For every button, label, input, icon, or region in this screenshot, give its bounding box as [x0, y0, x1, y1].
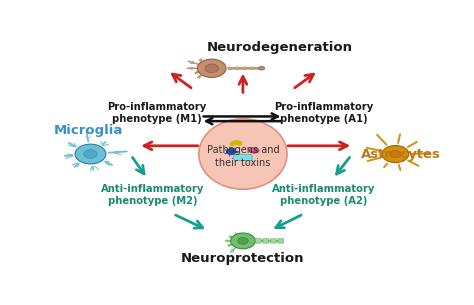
Ellipse shape [250, 148, 255, 152]
Circle shape [230, 233, 255, 249]
Ellipse shape [199, 119, 287, 189]
Text: Neurodegeneration: Neurodegeneration [207, 41, 353, 54]
Circle shape [235, 67, 239, 70]
Circle shape [75, 144, 106, 164]
Circle shape [205, 64, 219, 73]
FancyBboxPatch shape [263, 239, 269, 243]
Circle shape [259, 66, 264, 70]
Circle shape [228, 67, 232, 70]
Circle shape [237, 238, 248, 244]
Text: Pro-inflammatory
phenotype (A1): Pro-inflammatory phenotype (A1) [274, 102, 374, 124]
Circle shape [390, 150, 401, 158]
Circle shape [243, 67, 247, 70]
FancyBboxPatch shape [278, 239, 283, 243]
Ellipse shape [249, 148, 259, 153]
Text: Microglia: Microglia [54, 124, 123, 137]
Circle shape [84, 150, 97, 158]
Circle shape [197, 59, 226, 77]
FancyArrowPatch shape [232, 142, 240, 144]
Text: Pathogens and
their toxins: Pathogens and their toxins [207, 145, 279, 167]
Circle shape [227, 149, 236, 155]
FancyBboxPatch shape [255, 239, 261, 243]
Circle shape [382, 145, 409, 163]
Circle shape [257, 67, 262, 70]
FancyBboxPatch shape [271, 239, 276, 243]
Text: Astrocytes: Astrocytes [361, 148, 441, 160]
Text: Anti-inflammatory
phenotype (M2): Anti-inflammatory phenotype (M2) [101, 184, 205, 206]
FancyBboxPatch shape [234, 154, 252, 161]
Text: Neuroprotection: Neuroprotection [181, 252, 305, 265]
Circle shape [250, 67, 254, 70]
Text: Anti-inflammatory
phenotype (A2): Anti-inflammatory phenotype (A2) [272, 184, 375, 206]
Text: Pro-inflammatory
phenotype (M1): Pro-inflammatory phenotype (M1) [107, 102, 206, 124]
